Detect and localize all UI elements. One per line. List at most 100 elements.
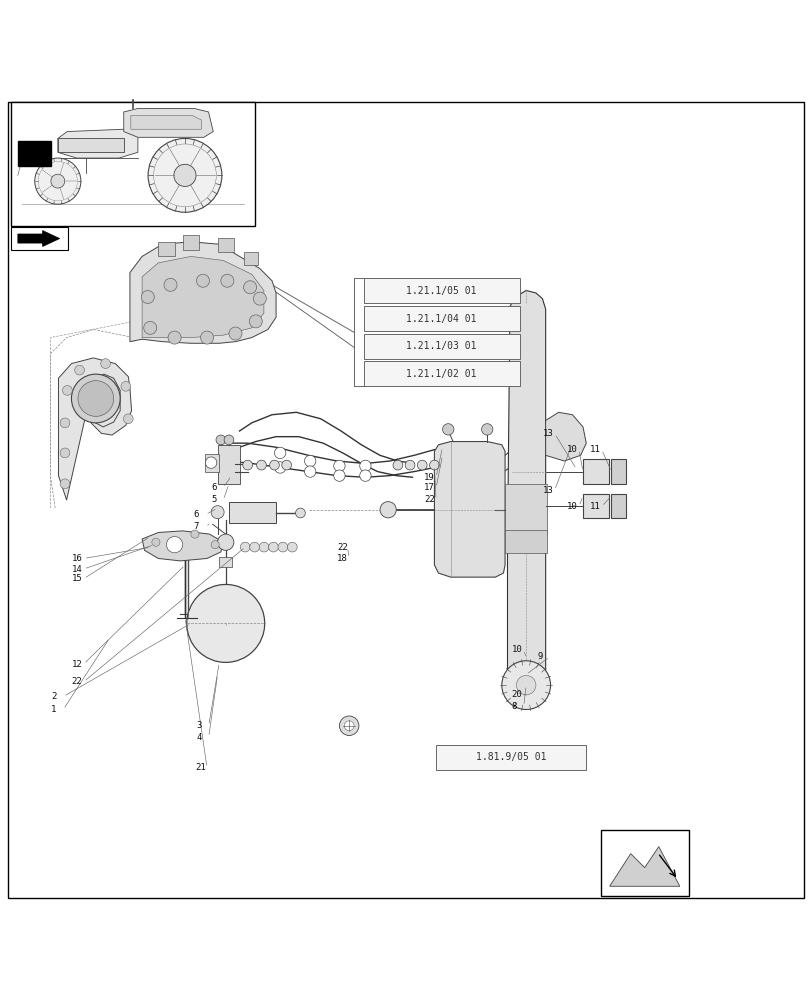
Polygon shape: [142, 256, 264, 338]
Polygon shape: [58, 358, 131, 500]
Polygon shape: [609, 847, 679, 886]
Circle shape: [168, 331, 181, 344]
Circle shape: [35, 158, 81, 204]
Bar: [158, 242, 174, 256]
Text: 22: 22: [71, 677, 82, 686]
Text: 1.21.1/02 01: 1.21.1/02 01: [406, 369, 476, 379]
Bar: [11, 102, 255, 226]
Text: 10: 10: [566, 502, 577, 511]
Circle shape: [224, 435, 234, 445]
Bar: [18, 141, 50, 166]
Circle shape: [277, 542, 287, 552]
Circle shape: [101, 359, 110, 368]
Bar: [436, 745, 586, 770]
Text: 14: 14: [71, 565, 82, 574]
Bar: [363, 334, 519, 359]
Circle shape: [205, 457, 217, 468]
Bar: [363, 361, 519, 386]
Text: 22: 22: [337, 543, 347, 552]
Text: 22: 22: [423, 495, 434, 504]
Circle shape: [187, 584, 264, 662]
Circle shape: [191, 530, 199, 538]
Circle shape: [152, 538, 160, 546]
Circle shape: [216, 435, 225, 445]
Text: 8: 8: [511, 702, 517, 711]
Circle shape: [229, 327, 242, 340]
Bar: [582, 459, 608, 484]
Bar: [243, 252, 258, 265]
Text: 20: 20: [511, 690, 521, 699]
Bar: [11, 227, 68, 250]
Circle shape: [405, 460, 414, 470]
Circle shape: [148, 138, 221, 212]
Circle shape: [304, 466, 315, 477]
Polygon shape: [123, 108, 213, 137]
Circle shape: [274, 462, 285, 473]
Polygon shape: [58, 138, 123, 152]
Text: 21: 21: [195, 763, 205, 772]
Circle shape: [344, 721, 354, 731]
Circle shape: [78, 381, 114, 416]
Circle shape: [250, 542, 260, 552]
Text: 10: 10: [566, 445, 577, 454]
Circle shape: [217, 534, 234, 550]
Circle shape: [174, 164, 195, 186]
Text: 15: 15: [71, 574, 82, 583]
Circle shape: [359, 460, 371, 472]
Circle shape: [242, 460, 252, 470]
Bar: [611, 459, 625, 484]
Circle shape: [211, 541, 219, 549]
Bar: [600, 830, 688, 896]
Text: 9: 9: [537, 652, 543, 661]
Circle shape: [269, 460, 279, 470]
Circle shape: [380, 502, 396, 518]
Bar: [363, 278, 519, 303]
Bar: [504, 530, 547, 553]
Text: 1.21.1/04 01: 1.21.1/04 01: [406, 314, 476, 324]
Circle shape: [166, 537, 182, 553]
Circle shape: [516, 675, 535, 695]
Text: 3: 3: [196, 721, 202, 730]
Circle shape: [71, 374, 120, 423]
Circle shape: [253, 292, 266, 305]
Bar: [229, 502, 276, 523]
Circle shape: [196, 274, 209, 287]
Polygon shape: [130, 242, 276, 343]
Circle shape: [221, 274, 234, 287]
Polygon shape: [18, 231, 60, 246]
Bar: [363, 306, 519, 331]
Circle shape: [501, 661, 550, 709]
Bar: [217, 445, 240, 484]
Text: 5: 5: [211, 495, 217, 504]
Circle shape: [281, 460, 291, 470]
Polygon shape: [58, 129, 138, 158]
Circle shape: [268, 542, 278, 552]
Circle shape: [333, 470, 345, 481]
Bar: [582, 494, 608, 518]
Text: 13: 13: [542, 429, 552, 438]
Text: 18: 18: [337, 554, 347, 563]
Circle shape: [62, 386, 72, 395]
Circle shape: [51, 174, 65, 188]
Text: 7: 7: [193, 522, 199, 531]
Circle shape: [211, 506, 224, 519]
Text: 4: 4: [196, 733, 202, 742]
Bar: [204, 454, 219, 472]
Text: 11: 11: [589, 445, 599, 454]
Bar: [611, 494, 625, 518]
Circle shape: [417, 460, 427, 470]
Bar: [217, 238, 234, 252]
Text: 6: 6: [193, 510, 199, 519]
Circle shape: [259, 542, 268, 552]
Polygon shape: [434, 442, 504, 577]
Text: 1: 1: [51, 705, 57, 714]
Circle shape: [442, 424, 453, 435]
Circle shape: [123, 414, 133, 424]
Text: 2: 2: [51, 692, 57, 701]
Text: 17: 17: [423, 483, 434, 492]
Text: 10: 10: [511, 645, 521, 654]
Text: 12: 12: [71, 660, 82, 669]
Text: 19: 19: [423, 473, 434, 482]
Circle shape: [295, 508, 305, 518]
Text: 1.81.9/05 01: 1.81.9/05 01: [475, 752, 546, 762]
